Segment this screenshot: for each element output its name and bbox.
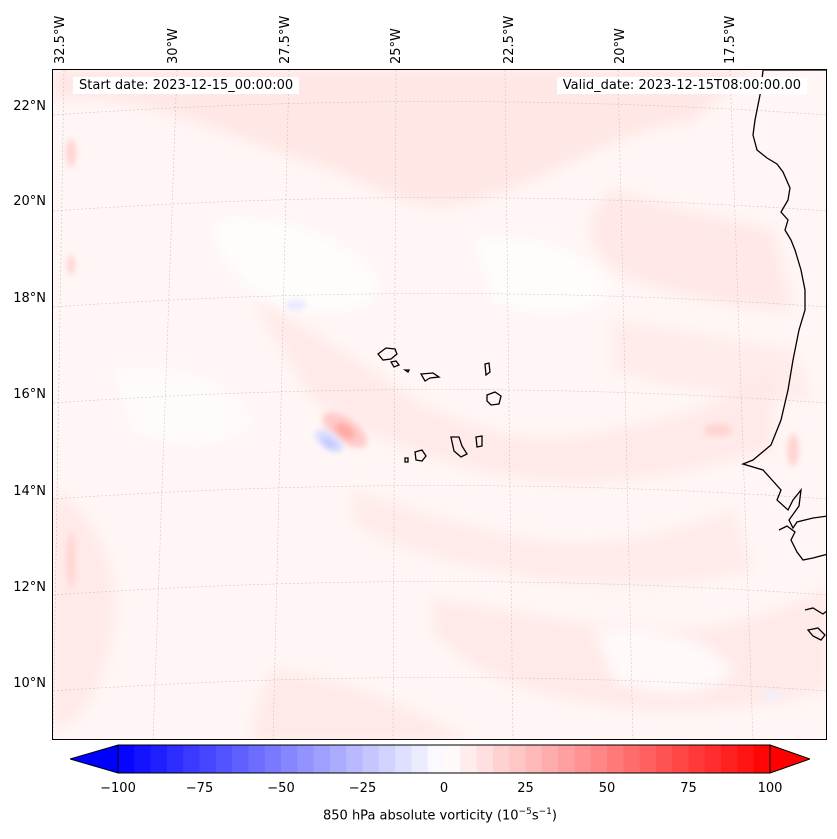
colorbar-bin [492,745,510,773]
colorbar-bin [232,745,249,773]
colorbar-bin [362,745,380,773]
colorbar-bin [721,745,738,773]
colorbar-bin [541,745,559,773]
colorbar-bin [574,745,592,773]
map-panel: Start date: 2023-12-15_00:00:00 Valid_da… [52,69,827,740]
colorbar-bin [329,745,347,773]
start-date-label: Start date: 2023-12-15_00:00:00 [73,77,300,94]
colorbar-tick-label: −75 [185,781,214,796]
island-sao-vicente [389,360,401,368]
colorbar-tick-label: −100 [100,781,136,796]
colorbar-bin [313,745,331,773]
colorbar-bin [704,745,722,773]
colorbar-bin [558,745,575,773]
vorticity-field-positive [53,70,826,739]
colorbar-bin [411,745,429,773]
longitude-label: 27.5°W [278,15,293,64]
colorbar-min-extension [68,744,119,774]
latitude-label: 10°N [13,676,46,691]
latitude-label: 18°N [13,291,46,306]
colorbar-bin [737,745,755,773]
latitude-label: 22°N [13,99,46,114]
colorbar-tick-label: −25 [348,781,377,796]
colorbar-bin [525,745,543,773]
african-coastline [741,70,826,641]
colorbar-bin [639,745,657,773]
colorbar-bin [183,745,201,773]
colorbar-tick-label: 0 [439,781,449,796]
island-boa-vista [486,391,502,406]
longitude-label: 32.5°W [53,15,68,64]
colorbar-tick-label: −50 [267,781,295,796]
vorticity-field-neutral [113,217,733,694]
colorbar-bin [134,745,152,773]
island-santa-luzia [402,369,411,373]
latitude-label: 20°N [13,194,46,209]
colorbar-max-extension [769,744,812,774]
latitude-label: 16°N [13,387,46,402]
colorbar-bin [264,745,282,773]
colorbar-bin [753,745,771,773]
island-fogo [414,449,427,462]
colorbar-bin [395,745,412,773]
colorbar-bin [623,745,641,773]
longitude-label: 20°W [613,28,628,64]
colorbar-bin [444,745,461,773]
island-sao-nicolau [419,372,441,382]
colorbar-bin [427,745,445,773]
colorbar-tick-label: 75 [680,781,697,796]
valid-date-label: Valid_date: 2023-12-15T08:00:00.00 [556,77,807,94]
island-santo-antao [377,347,398,361]
island-santiago [450,436,468,458]
longitude-label: 30°W [166,28,181,64]
colorbar-svg [68,744,812,774]
colorbar-label: 850 hPa absolute vorticity (10−5s−1) [323,807,557,824]
vorticity-streaks [66,139,799,588]
graticule [53,70,826,739]
colorbar-frame [117,744,771,774]
longitude-label: 25°W [389,28,404,64]
cape-verde-islands [377,347,502,463]
colorbar-bin [118,745,135,773]
colorbar-bin [607,745,624,773]
longitude-label: 22.5°W [502,15,517,64]
colorbar-bin [281,745,298,773]
colorbar [68,744,812,774]
colorbar-bin [346,745,364,773]
latitude-label: 14°N [13,484,46,499]
colorbar-bin [166,745,184,773]
island-brava [404,457,409,463]
colorbar-bin [509,745,527,773]
colorbar-bin [199,745,217,773]
colorbar-bin [215,745,233,773]
colorbar-tick-label: 50 [598,781,616,796]
longitude-label: 17.5°W [723,15,738,64]
colorbar-bin [672,745,690,773]
island-maio [475,435,483,448]
colorbar-bin [655,745,673,773]
colorbar-bin [460,745,478,773]
colorbar-bin [248,745,266,773]
colorbar-bin [688,745,706,773]
vorticity-map [53,70,826,739]
colorbar-bin [378,745,396,773]
latitude-label: 12°N [13,580,46,595]
colorbar-bin [590,745,608,773]
colorbar-tick-label: 25 [517,781,534,796]
colorbar-bin [297,745,315,773]
island-sal [484,362,491,377]
vorticity-couplet [286,300,783,699]
colorbar-tick-label: 100 [757,781,783,796]
colorbar-bin [476,745,494,773]
colorbar-bin [150,745,168,773]
